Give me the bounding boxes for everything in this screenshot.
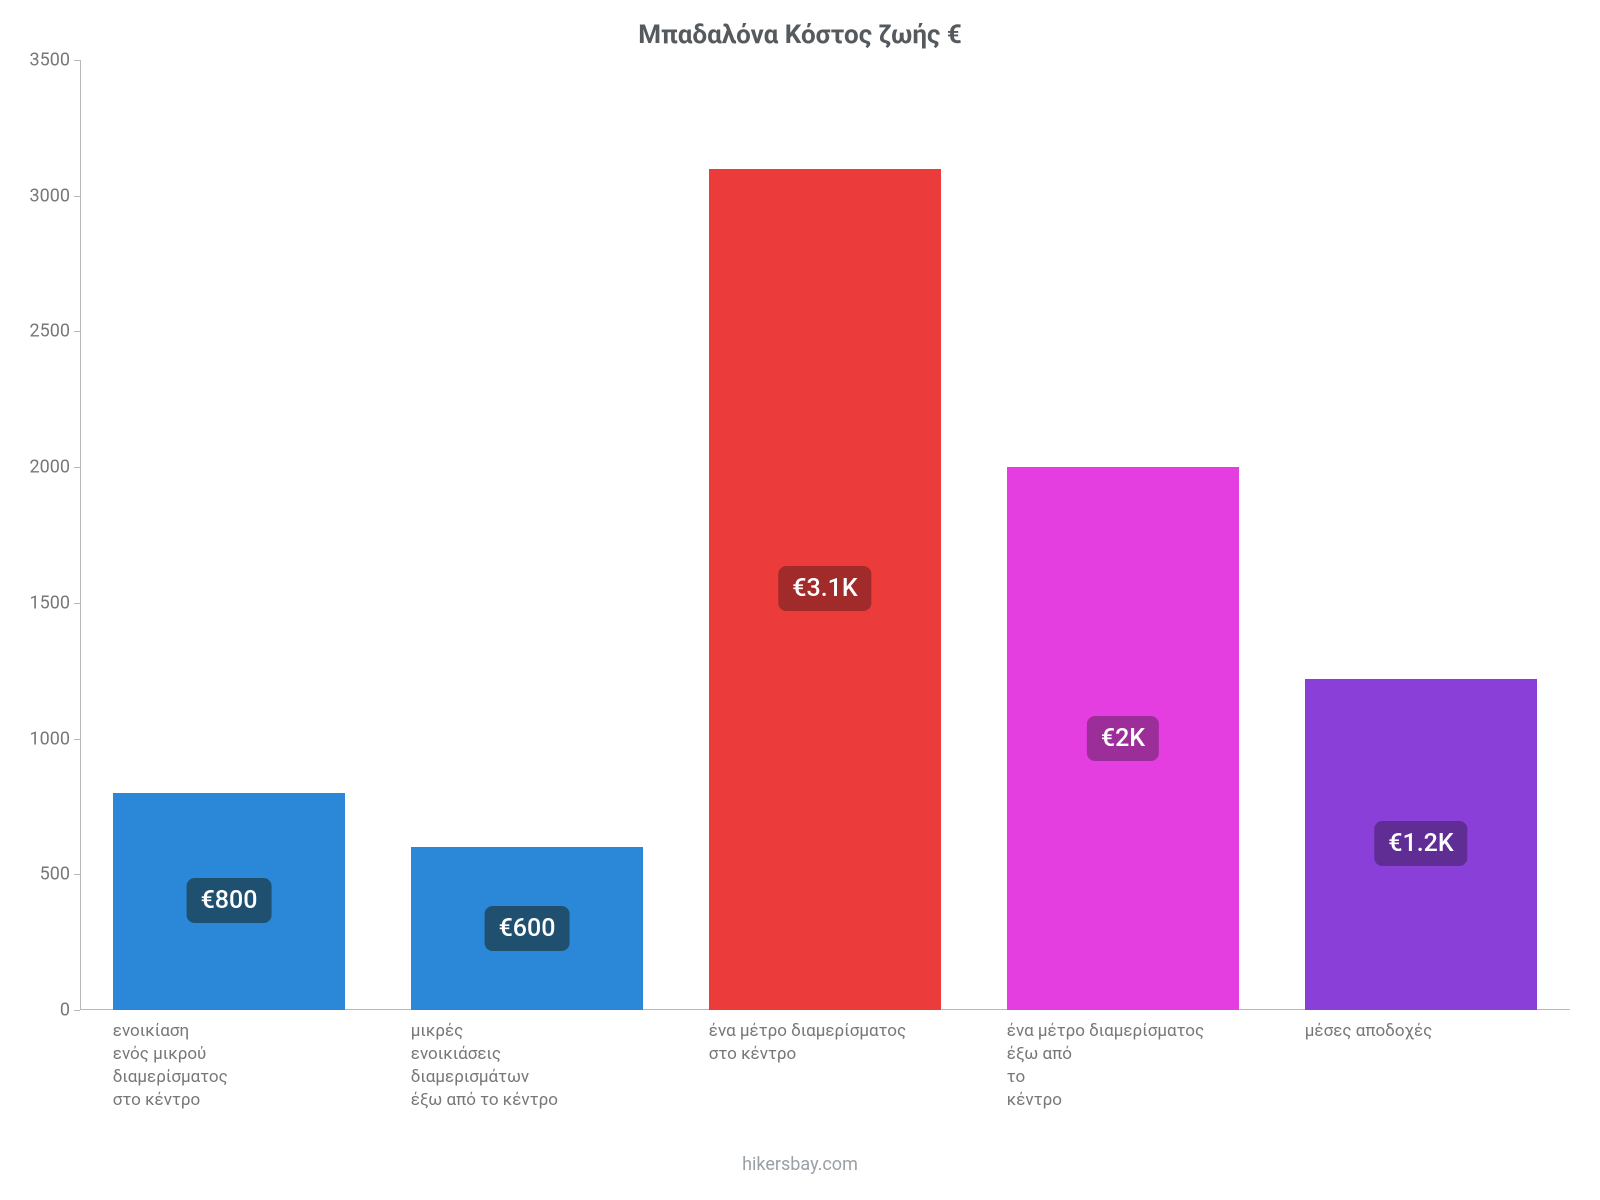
y-tick-label: 1500: [30, 592, 80, 613]
bar-value-badge: €1.2K: [1374, 821, 1467, 866]
plot-area: 0500100015002000250030003500€800€600€3.1…: [80, 60, 1570, 1010]
bar: €800: [113, 793, 345, 1010]
bar-value-badge: €2K: [1087, 716, 1159, 761]
x-axis-label: μικρές ενοικιάσεις διαμερισμάτων έξω από…: [411, 1020, 683, 1112]
x-axis-label: μέσες αποδοχές: [1305, 1020, 1577, 1043]
chart-footer: hikersbay.com: [0, 1154, 1600, 1175]
x-axis-label: ένα μέτρο διαμερίσματος έξω από το κέντρ…: [1007, 1020, 1279, 1112]
chart-container: Μπαδαλόνα Κόστος ζωής € 0 500 1000 1500 2000…: [0, 0, 1600, 1200]
y-tick-label: 3000: [30, 185, 80, 206]
bar-value-badge: €800: [187, 878, 272, 923]
y-tick-label: 2000: [30, 457, 80, 478]
x-axis-label: ενοικίαση ενός μικρού διαμερίσματος στο …: [113, 1020, 385, 1112]
bar-value-badge: €600: [485, 906, 570, 951]
bar: €1.2K: [1305, 679, 1537, 1010]
chart-title: Μπαδαλόνα Κόστος ζωής €: [0, 20, 1600, 50]
y-tick-label: 500: [40, 864, 80, 885]
bar-value-badge: €3.1K: [778, 566, 871, 611]
y-tick-label: 2500: [30, 321, 80, 342]
y-tick-label: 3500: [30, 50, 80, 71]
y-axis-line: [80, 60, 81, 1010]
x-axis-label: ένα μέτρο διαμερίσματος στο κέντρο: [709, 1020, 981, 1066]
bar: €3.1K: [709, 169, 941, 1010]
bar: €2K: [1007, 467, 1239, 1010]
y-tick-label: 0: [60, 1000, 80, 1021]
y-tick-label: 1000: [30, 728, 80, 749]
x-axis-labels: ενοικίαση ενός μικρού διαμερίσματος στο …: [80, 1020, 1570, 1170]
bar: €600: [411, 847, 643, 1010]
